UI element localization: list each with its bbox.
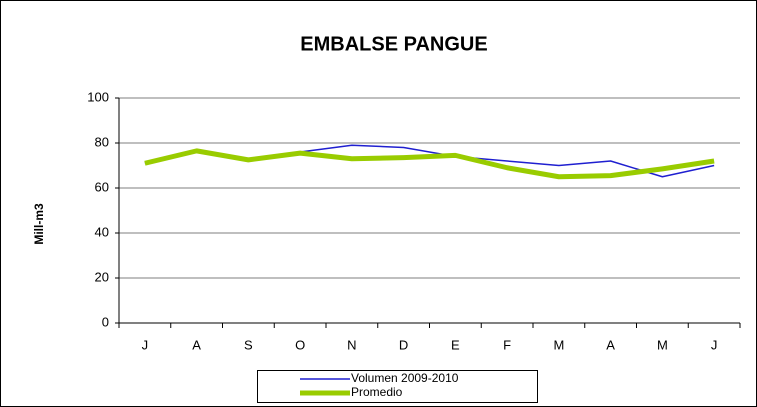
y-axis-label: Mill-m3 [32,203,46,245]
x-tick-label: J [142,337,149,352]
y-tick-label: 80 [95,134,109,149]
x-tick-label: N [347,337,356,352]
legend-label: Volumen 2009-2010 [351,371,459,385]
y-tick-label: 20 [95,269,109,284]
x-tick-label: S [244,337,253,352]
x-tick-label: F [503,337,511,352]
x-tick-label: J [711,337,718,352]
x-tick-label: A [606,337,615,352]
chart-title: EMBALSE PANGUE [300,33,487,55]
x-tick-label: M [553,337,564,352]
y-tick-label: 0 [102,314,109,329]
x-tick-label: M [657,337,668,352]
y-tick-label: 60 [95,179,109,194]
legend-label: Promedio [351,385,403,399]
legend [257,370,538,403]
x-tick-label: O [295,337,305,352]
y-tick-label: 40 [95,224,109,239]
x-tick-label: A [192,337,201,352]
line-series [144,148,715,180]
x-tick-label: E [451,337,460,352]
x-tick-label: D [399,337,408,352]
y-tick-label: 100 [87,89,109,104]
